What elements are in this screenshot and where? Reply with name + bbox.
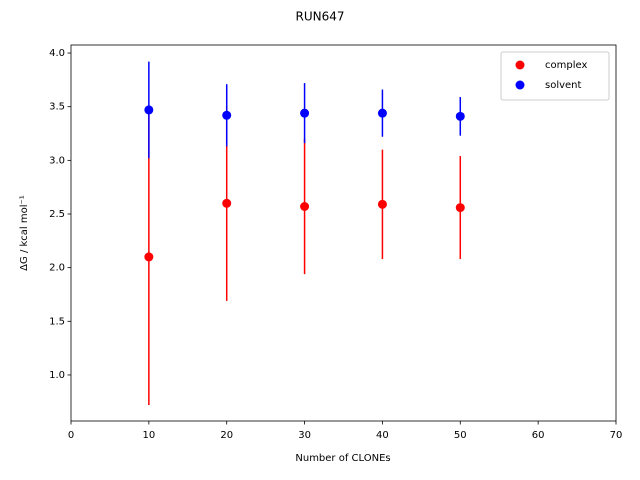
x-tick-label: 10 bbox=[142, 430, 155, 441]
legend-box bbox=[500, 51, 610, 101]
y-tick-label: 1.5 bbox=[49, 316, 65, 327]
x-tick-label: 50 bbox=[454, 430, 467, 441]
point bbox=[222, 198, 232, 208]
y-tick-label: 2.0 bbox=[49, 263, 65, 274]
point bbox=[377, 199, 387, 209]
point bbox=[300, 108, 310, 118]
point bbox=[455, 111, 465, 121]
point bbox=[455, 203, 465, 213]
x-tick-label: 20 bbox=[220, 430, 233, 441]
y-tick-label: 3.5 bbox=[49, 102, 65, 113]
y-tick-label: 3.0 bbox=[49, 155, 65, 166]
x-tick-label: 0 bbox=[68, 430, 74, 441]
legend-label: complex bbox=[545, 60, 587, 71]
chart-title: RUN647 bbox=[295, 10, 344, 24]
point bbox=[222, 110, 232, 120]
legend-label: solvent bbox=[545, 80, 582, 91]
x-tick-label: 30 bbox=[298, 430, 311, 441]
point bbox=[300, 201, 310, 211]
legend-marker bbox=[515, 80, 525, 90]
axes-frame bbox=[70, 44, 617, 422]
legend-marker bbox=[515, 60, 525, 70]
point bbox=[144, 105, 154, 115]
point bbox=[144, 252, 154, 262]
y-axis-label: ΔG / kcal mol⁻¹ bbox=[19, 195, 30, 271]
x-tick-label: 70 bbox=[610, 430, 623, 441]
x-tick-label: 60 bbox=[532, 430, 545, 441]
point bbox=[377, 108, 387, 118]
y-tick-label: 4.0 bbox=[49, 48, 65, 59]
x-tick-label: 40 bbox=[376, 430, 389, 441]
x-axis-label: Number of CLONEs bbox=[295, 453, 390, 464]
y-tick-label: 2.5 bbox=[49, 209, 65, 220]
y-tick-label: 1.0 bbox=[49, 370, 65, 381]
